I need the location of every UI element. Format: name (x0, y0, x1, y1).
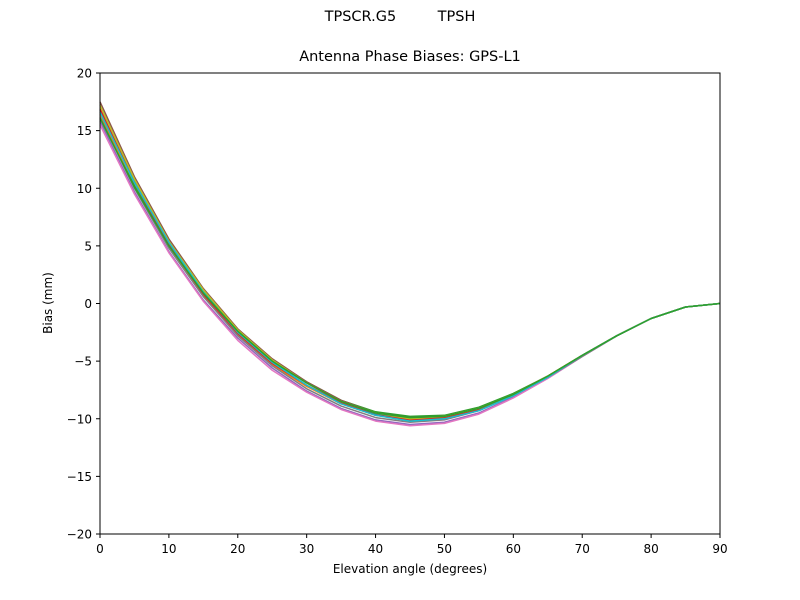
x-tick-label: 0 (96, 542, 104, 556)
line-series-3 (99, 118, 721, 418)
x-tick-label: 80 (643, 542, 658, 556)
chart-title: Antenna Phase Biases: GPS-L1 (299, 49, 521, 65)
y-tick-label: 20 (77, 67, 92, 81)
x-tick-label: 40 (368, 542, 383, 556)
line-series-10 (99, 111, 721, 422)
x-axis-label: Elevation angle (degrees) (332, 562, 488, 576)
x-tick-label: 30 (299, 542, 314, 556)
x-tick-label: 10 (161, 542, 176, 556)
y-tick-label: −10 (67, 412, 92, 426)
series-lines (99, 101, 721, 427)
x-tick-label: 60 (506, 542, 521, 556)
x-tick-label: 50 (437, 542, 452, 556)
y-tick-label: 15 (77, 124, 92, 138)
line-series-2 (99, 114, 721, 421)
y-tick-label: −15 (67, 470, 92, 484)
y-tick-label: 5 (84, 239, 92, 253)
line-series-1 (99, 109, 721, 420)
line-series-4 (99, 108, 721, 421)
figure-suptitle: TPSCR.G5 TPSH (324, 9, 476, 25)
x-tick-label: 20 (230, 542, 245, 556)
y-tick-label: 0 (84, 297, 92, 311)
y-tick-label: −20 (67, 528, 92, 542)
y-tick-label: −5 (74, 355, 92, 369)
y-axis-ticks: −20 −15 −10 −5 0 5 10 15 20 (67, 67, 100, 542)
line-series-6 (99, 101, 721, 419)
x-tick-label: 70 (575, 542, 590, 556)
line-series-9 (99, 104, 721, 420)
x-axis-ticks: 0 10 20 30 40 50 60 70 80 90 (96, 534, 728, 556)
line-series-11 (99, 117, 721, 419)
x-tick-label: 90 (712, 542, 727, 556)
line-series-8 (99, 116, 721, 423)
y-tick-label: 10 (77, 182, 92, 196)
axes-frame (99, 72, 721, 535)
